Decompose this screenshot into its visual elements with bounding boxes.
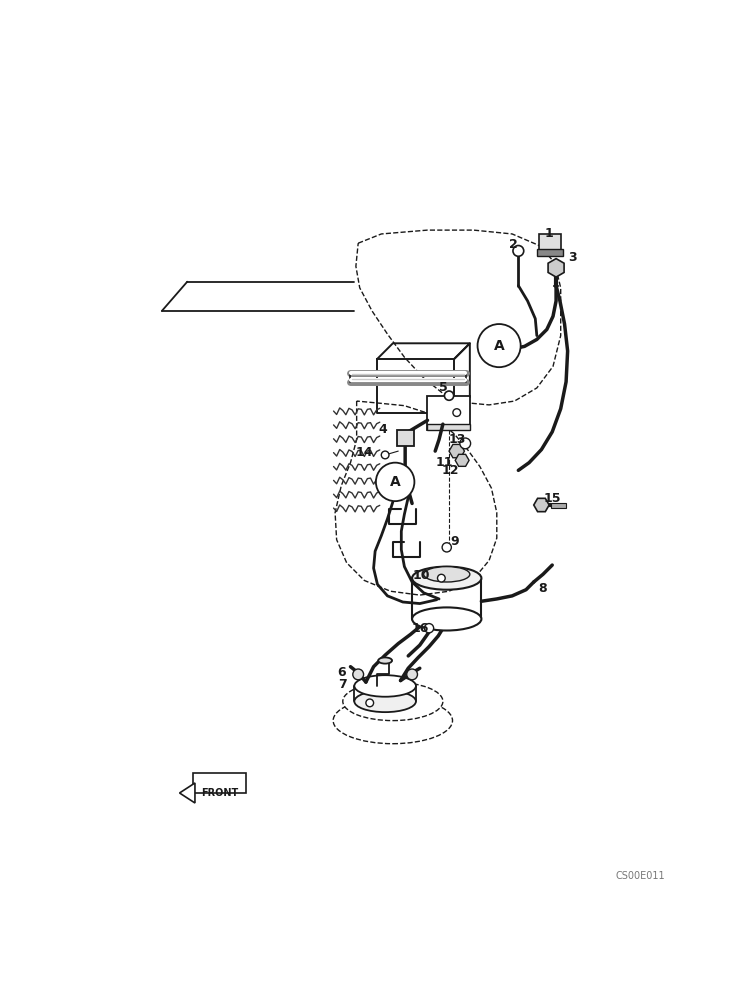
Ellipse shape <box>378 657 392 664</box>
Text: CS00E011: CS00E011 <box>615 871 665 881</box>
Circle shape <box>438 574 445 582</box>
Bar <box>427 424 469 430</box>
Bar <box>550 503 566 508</box>
Circle shape <box>366 699 373 707</box>
Ellipse shape <box>342 682 443 721</box>
Text: 10: 10 <box>413 569 430 582</box>
Text: 14: 14 <box>355 446 373 459</box>
Circle shape <box>407 669 417 680</box>
Circle shape <box>353 669 364 680</box>
Text: 3: 3 <box>568 251 577 264</box>
Polygon shape <box>534 498 549 512</box>
Text: 11: 11 <box>435 456 453 469</box>
Text: 1: 1 <box>545 227 553 240</box>
Text: 13: 13 <box>448 433 466 446</box>
Circle shape <box>381 451 389 459</box>
Text: 16: 16 <box>411 622 429 635</box>
Text: 2: 2 <box>510 238 518 251</box>
Text: 7: 7 <box>339 678 347 691</box>
Circle shape <box>424 624 434 633</box>
Bar <box>539 234 561 251</box>
Text: 12: 12 <box>442 464 460 477</box>
Polygon shape <box>180 783 195 803</box>
Ellipse shape <box>412 607 482 631</box>
Circle shape <box>513 246 524 256</box>
Circle shape <box>376 463 414 501</box>
Ellipse shape <box>412 567 482 590</box>
Text: 8: 8 <box>539 582 547 595</box>
Polygon shape <box>455 454 469 466</box>
Bar <box>397 430 414 446</box>
Circle shape <box>460 438 470 449</box>
Circle shape <box>453 409 460 416</box>
Text: 9: 9 <box>450 535 459 548</box>
Polygon shape <box>548 259 564 277</box>
Circle shape <box>445 391 454 400</box>
Text: A: A <box>390 475 401 489</box>
Ellipse shape <box>355 691 416 712</box>
Circle shape <box>478 324 521 367</box>
Text: 5: 5 <box>438 381 448 394</box>
Text: 6: 6 <box>337 666 345 679</box>
Bar <box>537 249 563 256</box>
Text: 15: 15 <box>544 492 561 505</box>
Bar <box>194 773 246 793</box>
Ellipse shape <box>423 567 469 582</box>
Polygon shape <box>449 444 464 458</box>
Text: FRONT: FRONT <box>201 788 238 798</box>
Ellipse shape <box>333 698 453 744</box>
Text: 4: 4 <box>379 423 387 436</box>
Text: A: A <box>494 339 504 353</box>
Ellipse shape <box>355 675 416 697</box>
Bar <box>427 396 469 430</box>
Circle shape <box>442 543 451 552</box>
